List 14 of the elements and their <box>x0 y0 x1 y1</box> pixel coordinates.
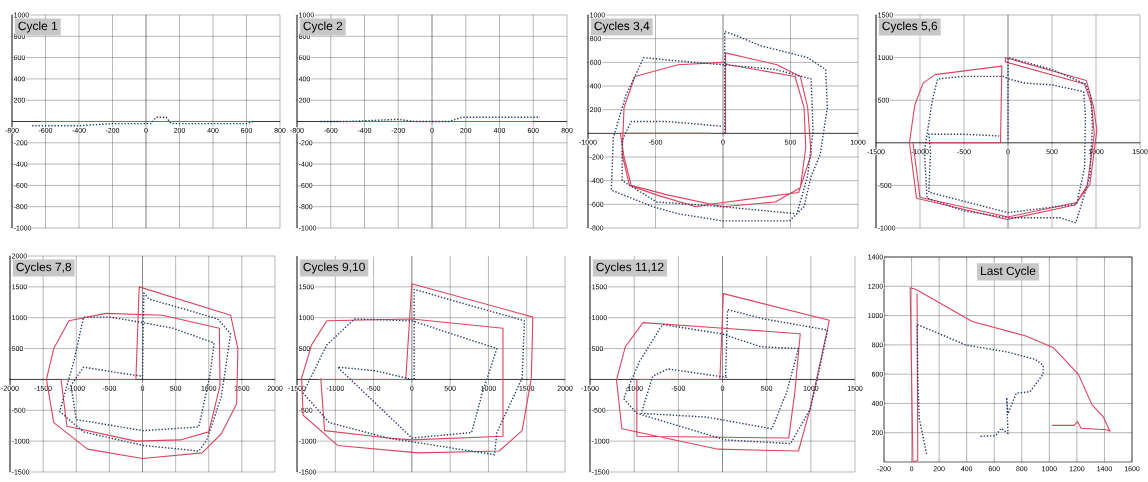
line-series <box>58 292 232 452</box>
line-series <box>916 323 1044 456</box>
text: Last Cycle <box>981 266 1036 278</box>
chart-title: Cycles 5,6 <box>882 21 938 33</box>
chart-title: Cycle 1 <box>18 21 58 33</box>
chart-title: Cycle 2 <box>303 21 343 33</box>
text: Cycles 9,10 <box>303 262 365 274</box>
line-series <box>615 293 830 452</box>
text: Cycles 7,8 <box>16 262 72 274</box>
line-series <box>909 287 1111 462</box>
line-series <box>622 308 829 445</box>
line-series <box>619 52 812 208</box>
chart-title: Cycles 3,4 <box>594 21 650 33</box>
text: Cycles 11,12 <box>596 262 664 274</box>
